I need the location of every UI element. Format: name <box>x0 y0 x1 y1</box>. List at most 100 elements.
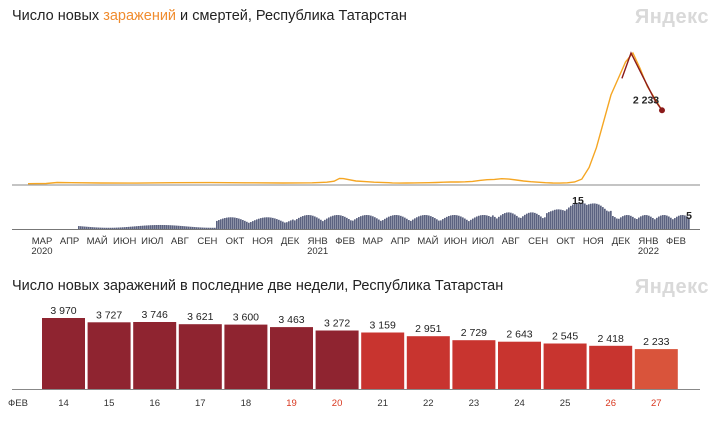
deaths-bar <box>682 215 684 229</box>
x-tick-label: МАР <box>362 236 383 247</box>
deaths-bar <box>218 220 220 229</box>
x-tick-label: ДЕК <box>612 236 631 247</box>
deaths-bar <box>170 225 172 229</box>
deaths-bar <box>202 227 204 229</box>
deaths-bar <box>208 227 210 229</box>
deaths-bar <box>532 212 534 229</box>
deaths-bar <box>312 215 314 229</box>
deaths-bar <box>172 225 174 229</box>
deaths-bar <box>506 212 508 229</box>
deaths-bar <box>120 227 122 229</box>
x-tick-label: НОЯ <box>252 236 273 247</box>
x-category-label: 21 <box>377 398 388 409</box>
deaths-bar <box>670 217 672 229</box>
deaths-bar <box>504 213 506 229</box>
deaths-bar <box>158 224 160 229</box>
deaths-bar <box>94 227 96 229</box>
deaths-bar <box>340 215 342 229</box>
chart-1-title: Число новых заражений и смертей, Республ… <box>12 8 407 24</box>
deaths-bar <box>436 219 438 229</box>
bar <box>543 343 587 389</box>
deaths-bar <box>488 215 490 229</box>
deaths-bar <box>392 215 394 229</box>
deaths-bar <box>240 219 242 229</box>
x-tick-label: НОЯ <box>583 236 604 247</box>
bar-value-label: 3 970 <box>50 305 76 317</box>
deaths-bar <box>486 215 488 229</box>
deaths-bar <box>114 227 116 229</box>
deaths-bar <box>636 219 638 229</box>
deaths-bar <box>378 219 380 229</box>
deaths-bar <box>554 209 556 229</box>
deaths-bar <box>570 205 572 229</box>
deaths-bar <box>184 226 186 229</box>
x-tick-label: МАЙ <box>87 235 108 247</box>
deaths-bar <box>256 219 258 229</box>
x-tick-label: МАЙ <box>417 235 438 247</box>
deaths-bar <box>80 226 82 229</box>
deaths-bar <box>150 225 152 229</box>
deaths-bar <box>374 217 376 229</box>
deaths-bar <box>546 213 548 229</box>
deaths-bar <box>534 212 536 229</box>
deaths-bar <box>574 203 576 229</box>
last-value-label: 2 233 <box>633 94 659 106</box>
deaths-bar <box>190 226 192 229</box>
deaths-peak-label: 15 <box>572 195 584 207</box>
deaths-bar <box>650 216 652 229</box>
deaths-bar <box>182 226 184 229</box>
deaths-bar <box>266 217 268 229</box>
year-label: 2022 <box>638 246 659 257</box>
deaths-bar <box>672 219 674 229</box>
deaths-bar <box>314 216 316 229</box>
deaths-bar <box>358 217 360 229</box>
deaths-bar <box>576 202 578 229</box>
deaths-bar <box>666 215 668 229</box>
x-tick-label: ИЮЛ <box>141 236 163 247</box>
deaths-bar <box>98 227 100 229</box>
deaths-bar <box>508 212 510 229</box>
deaths-bar <box>528 212 530 229</box>
deaths-bar <box>524 214 526 229</box>
deaths-bar <box>258 218 260 229</box>
deaths-bar <box>468 221 470 229</box>
deaths-bar <box>438 220 440 229</box>
deaths-bar <box>664 215 666 229</box>
deaths-bar <box>194 227 196 229</box>
bar-value-label: 3 621 <box>187 311 213 323</box>
deaths-bar <box>166 225 168 229</box>
deaths-bar <box>382 220 384 229</box>
bar-value-label: 3 272 <box>324 317 350 329</box>
deaths-bar <box>230 217 232 229</box>
deaths-bar <box>416 217 418 229</box>
deaths-bar <box>448 216 450 229</box>
deaths-bar <box>164 225 166 229</box>
bar <box>315 330 359 389</box>
deaths-bar <box>356 218 358 229</box>
deaths-bar <box>354 219 356 229</box>
deaths-bar <box>668 216 670 229</box>
deaths-bar <box>292 219 294 229</box>
deaths-bar <box>128 226 130 229</box>
deaths-bar <box>84 226 86 229</box>
bar <box>42 318 85 389</box>
bar-value-label: 2 643 <box>506 329 532 341</box>
deaths-bar <box>582 202 584 229</box>
x-tick-label: ФЕВ <box>335 236 355 247</box>
deaths-bar <box>610 210 612 229</box>
deaths-bar <box>638 217 640 229</box>
deaths-bar <box>620 217 622 229</box>
deaths-bar <box>496 218 498 229</box>
x-tick-label: ОКТ <box>226 236 245 247</box>
deaths-bar <box>204 227 206 229</box>
deaths-bar <box>538 214 540 229</box>
deaths-bar <box>394 215 396 229</box>
deaths-bar <box>142 225 144 229</box>
x-tick-label: ФЕВ <box>666 236 686 247</box>
deaths-bar <box>126 227 128 229</box>
deaths-bar <box>634 218 636 229</box>
deaths-bar <box>192 226 194 229</box>
deaths-bar <box>446 216 448 229</box>
deaths-bar <box>90 227 92 229</box>
x-tick-label: ЯНВ <box>638 236 658 247</box>
